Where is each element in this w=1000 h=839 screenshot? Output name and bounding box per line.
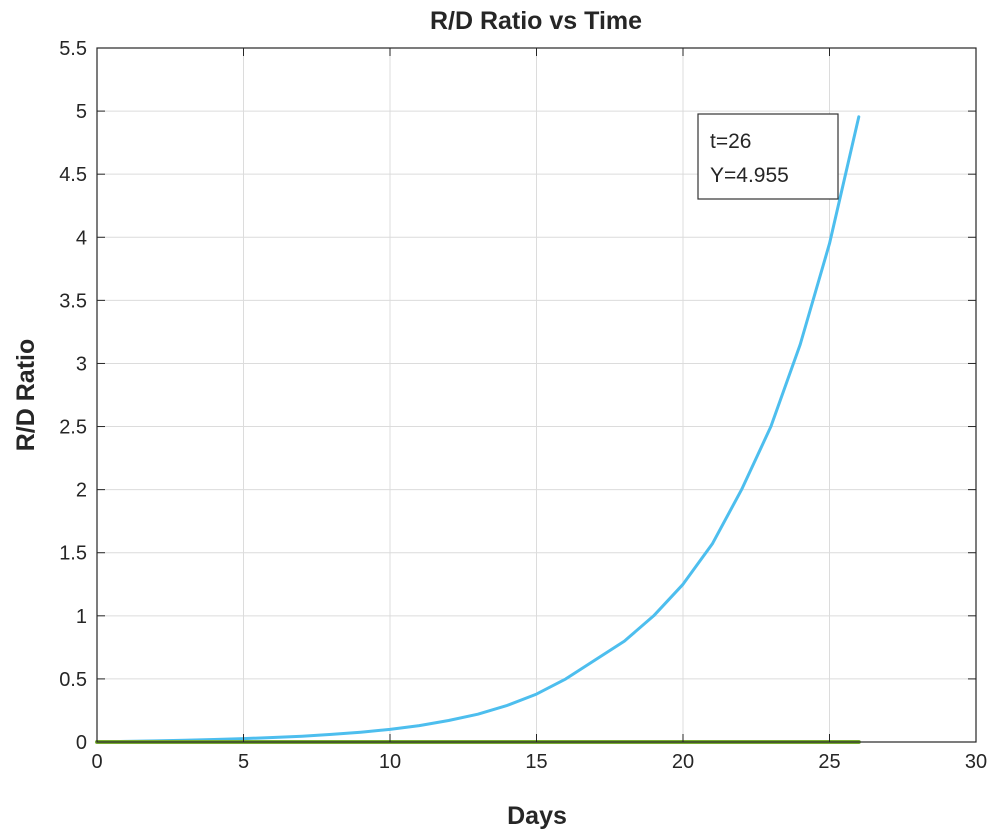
- x-tick-label: 5: [238, 751, 249, 773]
- datatip-line-t: t=26: [710, 130, 751, 153]
- x-tick-label: 25: [818, 751, 840, 773]
- y-tick-label: 1: [76, 606, 87, 628]
- y-tick-label: 5.5: [59, 38, 87, 60]
- x-tick-label: 0: [91, 751, 102, 773]
- chart-title: R/D Ratio vs Time: [430, 7, 642, 35]
- y-tick-label: 1.5: [59, 543, 87, 565]
- datatip-box: [697, 113, 839, 200]
- x-tick-labels: 0 5 10 15 20 25 30: [91, 751, 987, 773]
- y-tick-label: 2.5: [59, 417, 87, 439]
- y-tick-label: 2: [76, 480, 87, 502]
- y-axis-label: R/D Ratio: [12, 339, 40, 452]
- x-axis-label: Days: [507, 802, 567, 830]
- series-layer: [95, 115, 861, 744]
- x-tick-label: 10: [379, 751, 401, 773]
- y-tick-label: 4: [76, 227, 87, 249]
- datatip[interactable]: t=26 Y=4.955: [697, 113, 839, 200]
- x-tick-label: 15: [525, 751, 547, 773]
- y-tick-label: 5: [76, 101, 87, 123]
- x-tick-label: 20: [672, 751, 694, 773]
- y-tick-label: 0: [76, 732, 87, 754]
- y-tick-label: 3.5: [59, 290, 87, 312]
- y-tick-label: 0.5: [59, 669, 87, 691]
- y-tick-labels: 0 0.5 1 1.5 2 2.5 3 3.5 4 4.5 5 5.5: [59, 38, 87, 754]
- datatip-line-y: Y=4.955: [710, 164, 789, 187]
- series-line-0: [95, 115, 861, 744]
- y-tick-label: 3: [76, 353, 87, 375]
- x-tick-label: 30: [965, 751, 987, 773]
- ticks: [96, 47, 977, 743]
- y-tick-label: 4.5: [59, 164, 87, 186]
- grid: [97, 48, 976, 742]
